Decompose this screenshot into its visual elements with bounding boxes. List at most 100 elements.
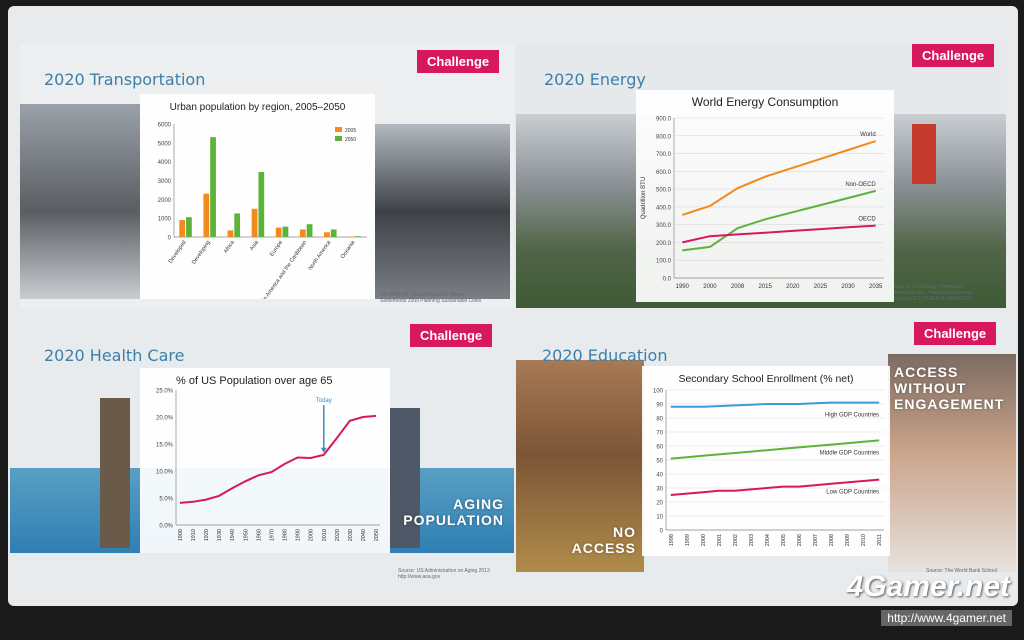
y-tick-label: 15.0% (156, 443, 174, 449)
bar (282, 226, 289, 237)
bar (306, 224, 313, 237)
y-tick-label: 0 (660, 529, 664, 535)
y-tick-label: 6000 (158, 123, 172, 129)
x-tick-label: 1990 (676, 284, 690, 290)
y-tick-label: 400.0 (656, 205, 672, 211)
series-label: World (860, 132, 876, 138)
enrollment-chart-box: Secondary School Enrollment (% net) 0 10 20… (642, 366, 890, 556)
y-tick-label: 40 (656, 473, 663, 479)
bar (179, 220, 186, 237)
watermark-logo: 4Gamer.net (846, 570, 1010, 603)
bar (354, 236, 361, 237)
y-tick-label: 20 (656, 501, 663, 507)
x-tick-label: 2010 (322, 529, 328, 541)
y-tick-label: 100.0 (656, 259, 672, 265)
panel-title: 2020 Transportation (44, 70, 206, 89)
x-tick-label: 2050 (374, 529, 380, 541)
chart-title: World Energy Consumption (692, 95, 839, 109)
x-tick-label: 1910 (191, 529, 197, 541)
overlay-line: ENGAGEMENT (894, 396, 1005, 412)
source-line: Source: US Energy Information (894, 284, 964, 290)
source-note-right: UN-HABITAT Global Report on Human Settle… (380, 292, 510, 304)
x-tick-label: 2030 (348, 529, 354, 541)
x-tick-label: 2007 (813, 534, 819, 546)
panel-title: 2020 Health Care (44, 346, 185, 365)
panel-title: 2020 Education (542, 346, 668, 365)
x-tick-label: 2030 (841, 284, 855, 290)
overlay-line: POPULATION (403, 512, 504, 528)
y-tick-label: 4000 (158, 160, 172, 166)
legend-swatch (335, 136, 342, 141)
series-line (681, 140, 877, 216)
series-line (670, 439, 880, 460)
urban-chart-box: Urban population by region, 2005–2050 0 10… (140, 94, 375, 308)
source-note: Source: US Energy Information Administra… (894, 284, 1004, 302)
x-tick-label: Developed (168, 240, 188, 265)
x-tick-label: 1998 (669, 534, 675, 546)
x-tick-label: 2000 (309, 529, 315, 541)
series-label: Non-OECD (845, 182, 876, 188)
x-tick-label: Asia (249, 239, 261, 252)
x-tick-label: Oceania (340, 239, 357, 260)
x-tick-label: 1920 (204, 529, 210, 541)
x-tick-label: 2009 (845, 534, 851, 546)
y-tick-label: 30 (656, 487, 663, 493)
access-without-engagement-label: ACCESS WITHOUT ENGAGEMENT (894, 364, 1014, 412)
source-note: Source: The World Bank School (926, 568, 997, 574)
legend-label: 2005 (345, 128, 356, 134)
y-tick-label: 5000 (158, 141, 172, 147)
x-tick-label: 2003 (749, 534, 755, 546)
series-label: High GDP Countries (825, 413, 879, 419)
series-label: Middle GDP Countries (820, 450, 880, 456)
y-axis-label: Quadrillion BTU (641, 177, 647, 219)
panel-health-care: 2020 Health Care Challenge % of US Popul… (10, 318, 514, 588)
y-tick-label: 0 (168, 236, 172, 242)
annotation-arrowhead (320, 447, 327, 453)
y-tick-label: 10 (656, 515, 663, 521)
bar (234, 213, 241, 237)
x-tick-label: 2035 (869, 284, 883, 290)
x-tick-label: 1930 (217, 529, 223, 541)
x-tick-label: Latin America and the Caribbean (257, 240, 308, 299)
challenge-badge: Challenge (417, 50, 500, 73)
y-tick-label: 200.0 (656, 241, 672, 247)
series-line (179, 414, 377, 504)
x-tick-label: 2002 (733, 534, 739, 546)
y-tick-label: 20.0% (156, 416, 174, 422)
legend-swatch (335, 127, 342, 132)
y-tick-label: 60 (656, 445, 663, 451)
x-tick-label: 2040 (361, 529, 367, 541)
school-enrollment-chart: Secondary School Enrollment (% net) 0 10 20… (653, 373, 884, 546)
student-photo (888, 354, 1016, 572)
projection-screen: 2020 Transportation Challenge Urban popu… (8, 6, 1018, 606)
world-energy-chart: World Energy Consumption 0.0 100.0 200.0 300… (641, 95, 884, 290)
panel-transportation: 2020 Transportation Challenge Urban popu… (20, 44, 514, 308)
overlay-line: ACCESS (571, 540, 636, 556)
bar (186, 217, 192, 237)
x-tick-label: 2011 (877, 534, 883, 546)
legend-label: 2050 (345, 137, 356, 143)
x-tick-label: 2020 (335, 529, 341, 541)
bar (210, 137, 216, 237)
series-line (670, 478, 880, 496)
source-line: Source: US Administration on Aging 2013 (398, 568, 490, 574)
x-tick-label: 2006 (797, 534, 803, 546)
x-tick-label: 1999 (685, 534, 691, 546)
y-tick-label: 90 (656, 403, 663, 409)
aging-population-chart: % of US Population over age 65 0.0% 5.0% 10… (156, 375, 380, 541)
series-label: Low GDP Countries (826, 490, 879, 496)
y-tick-label: 10.0% (156, 470, 174, 476)
aging-chart-box: % of US Population over age 65 0.0% 5.0% 10… (140, 368, 390, 553)
series-label: OECD (858, 217, 876, 223)
bar (275, 227, 282, 237)
bar (251, 208, 258, 237)
person-left (100, 398, 130, 548)
x-tick-label: 2025 (814, 284, 828, 290)
x-tick-label: 1980 (283, 529, 289, 541)
panel-energy: 2020 Energy Challenge World Energy Consu… (516, 44, 1006, 308)
person-right (390, 408, 420, 548)
x-tick-label: 2000 (703, 284, 717, 290)
x-tick-label: 1960 (256, 529, 262, 541)
y-tick-label: 5.0% (159, 497, 173, 503)
x-tick-label: 2015 (759, 284, 773, 290)
